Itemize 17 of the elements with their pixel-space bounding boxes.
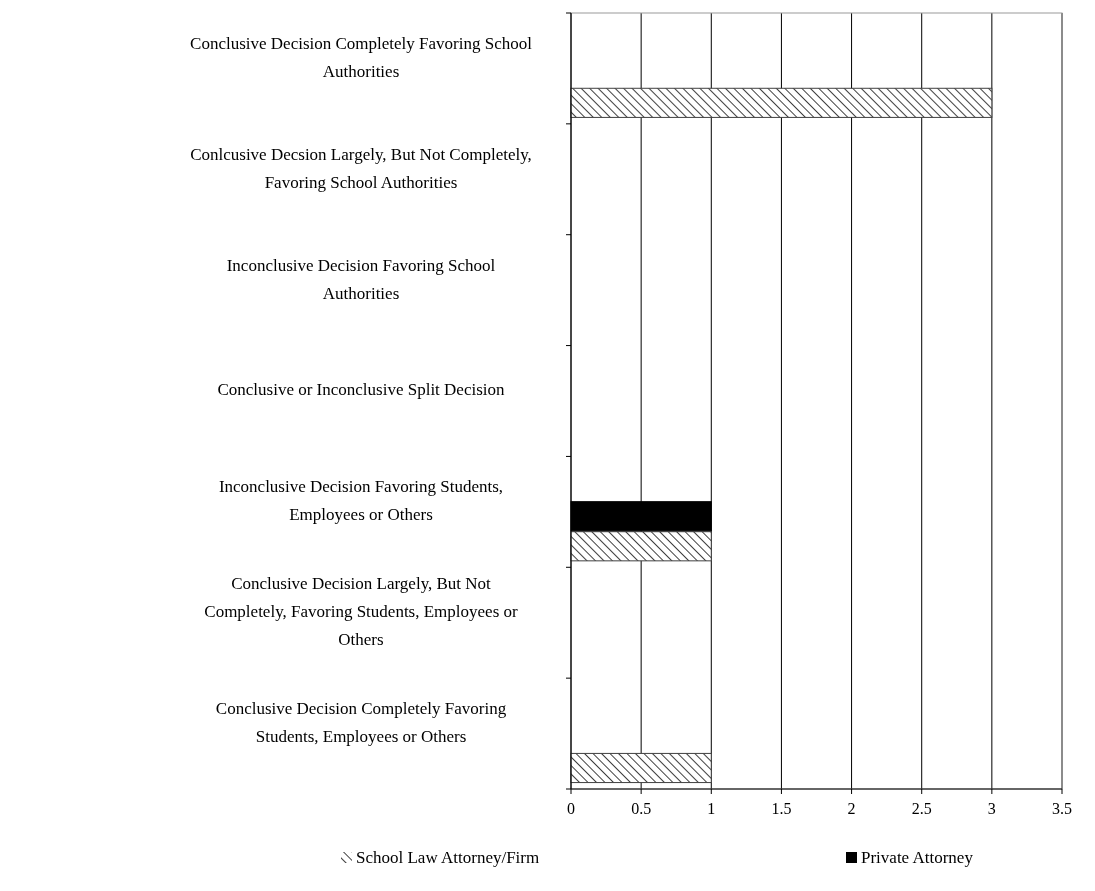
legend-label: Private Attorney <box>861 848 974 867</box>
x-tick-label: 2 <box>847 800 856 817</box>
y-tick-label: Conlcusive Decsion Largely, But Not Completely, Favoring School Authorities <box>190 144 532 192</box>
y-tick-label: Conclusive Decision Completely Favoring Students, Employees or Others <box>215 699 507 747</box>
legend-label: School Law Attorney/Firm <box>356 848 540 867</box>
y-tick-label: Inconclusive Decision Favoring Students, Employees or Others <box>218 477 504 525</box>
x-tick-label: 3 <box>987 800 996 817</box>
x-tick-label: 0 <box>567 800 575 817</box>
x-tick-label: 1 <box>707 800 716 817</box>
y-tick-label: Conclusive or Inconclusive Split Decision <box>217 380 506 400</box>
x-tick-label: 0.5 <box>631 800 652 817</box>
y-tick-label: Conclusive Decision Completely Favoring School Authorities <box>190 33 533 81</box>
x-tick-label: 3.5 <box>1052 800 1072 817</box>
x-tick-label: 1.5 <box>771 800 792 817</box>
y-tick-label: Conclusive Decision Largely, But Not Completely, Favoring Students, Employees or Others <box>204 574 519 650</box>
y-tick-label: Inconclusive Decision Favoring School Authorities <box>226 255 496 303</box>
x-tick-label: 2.5 <box>911 800 932 817</box>
